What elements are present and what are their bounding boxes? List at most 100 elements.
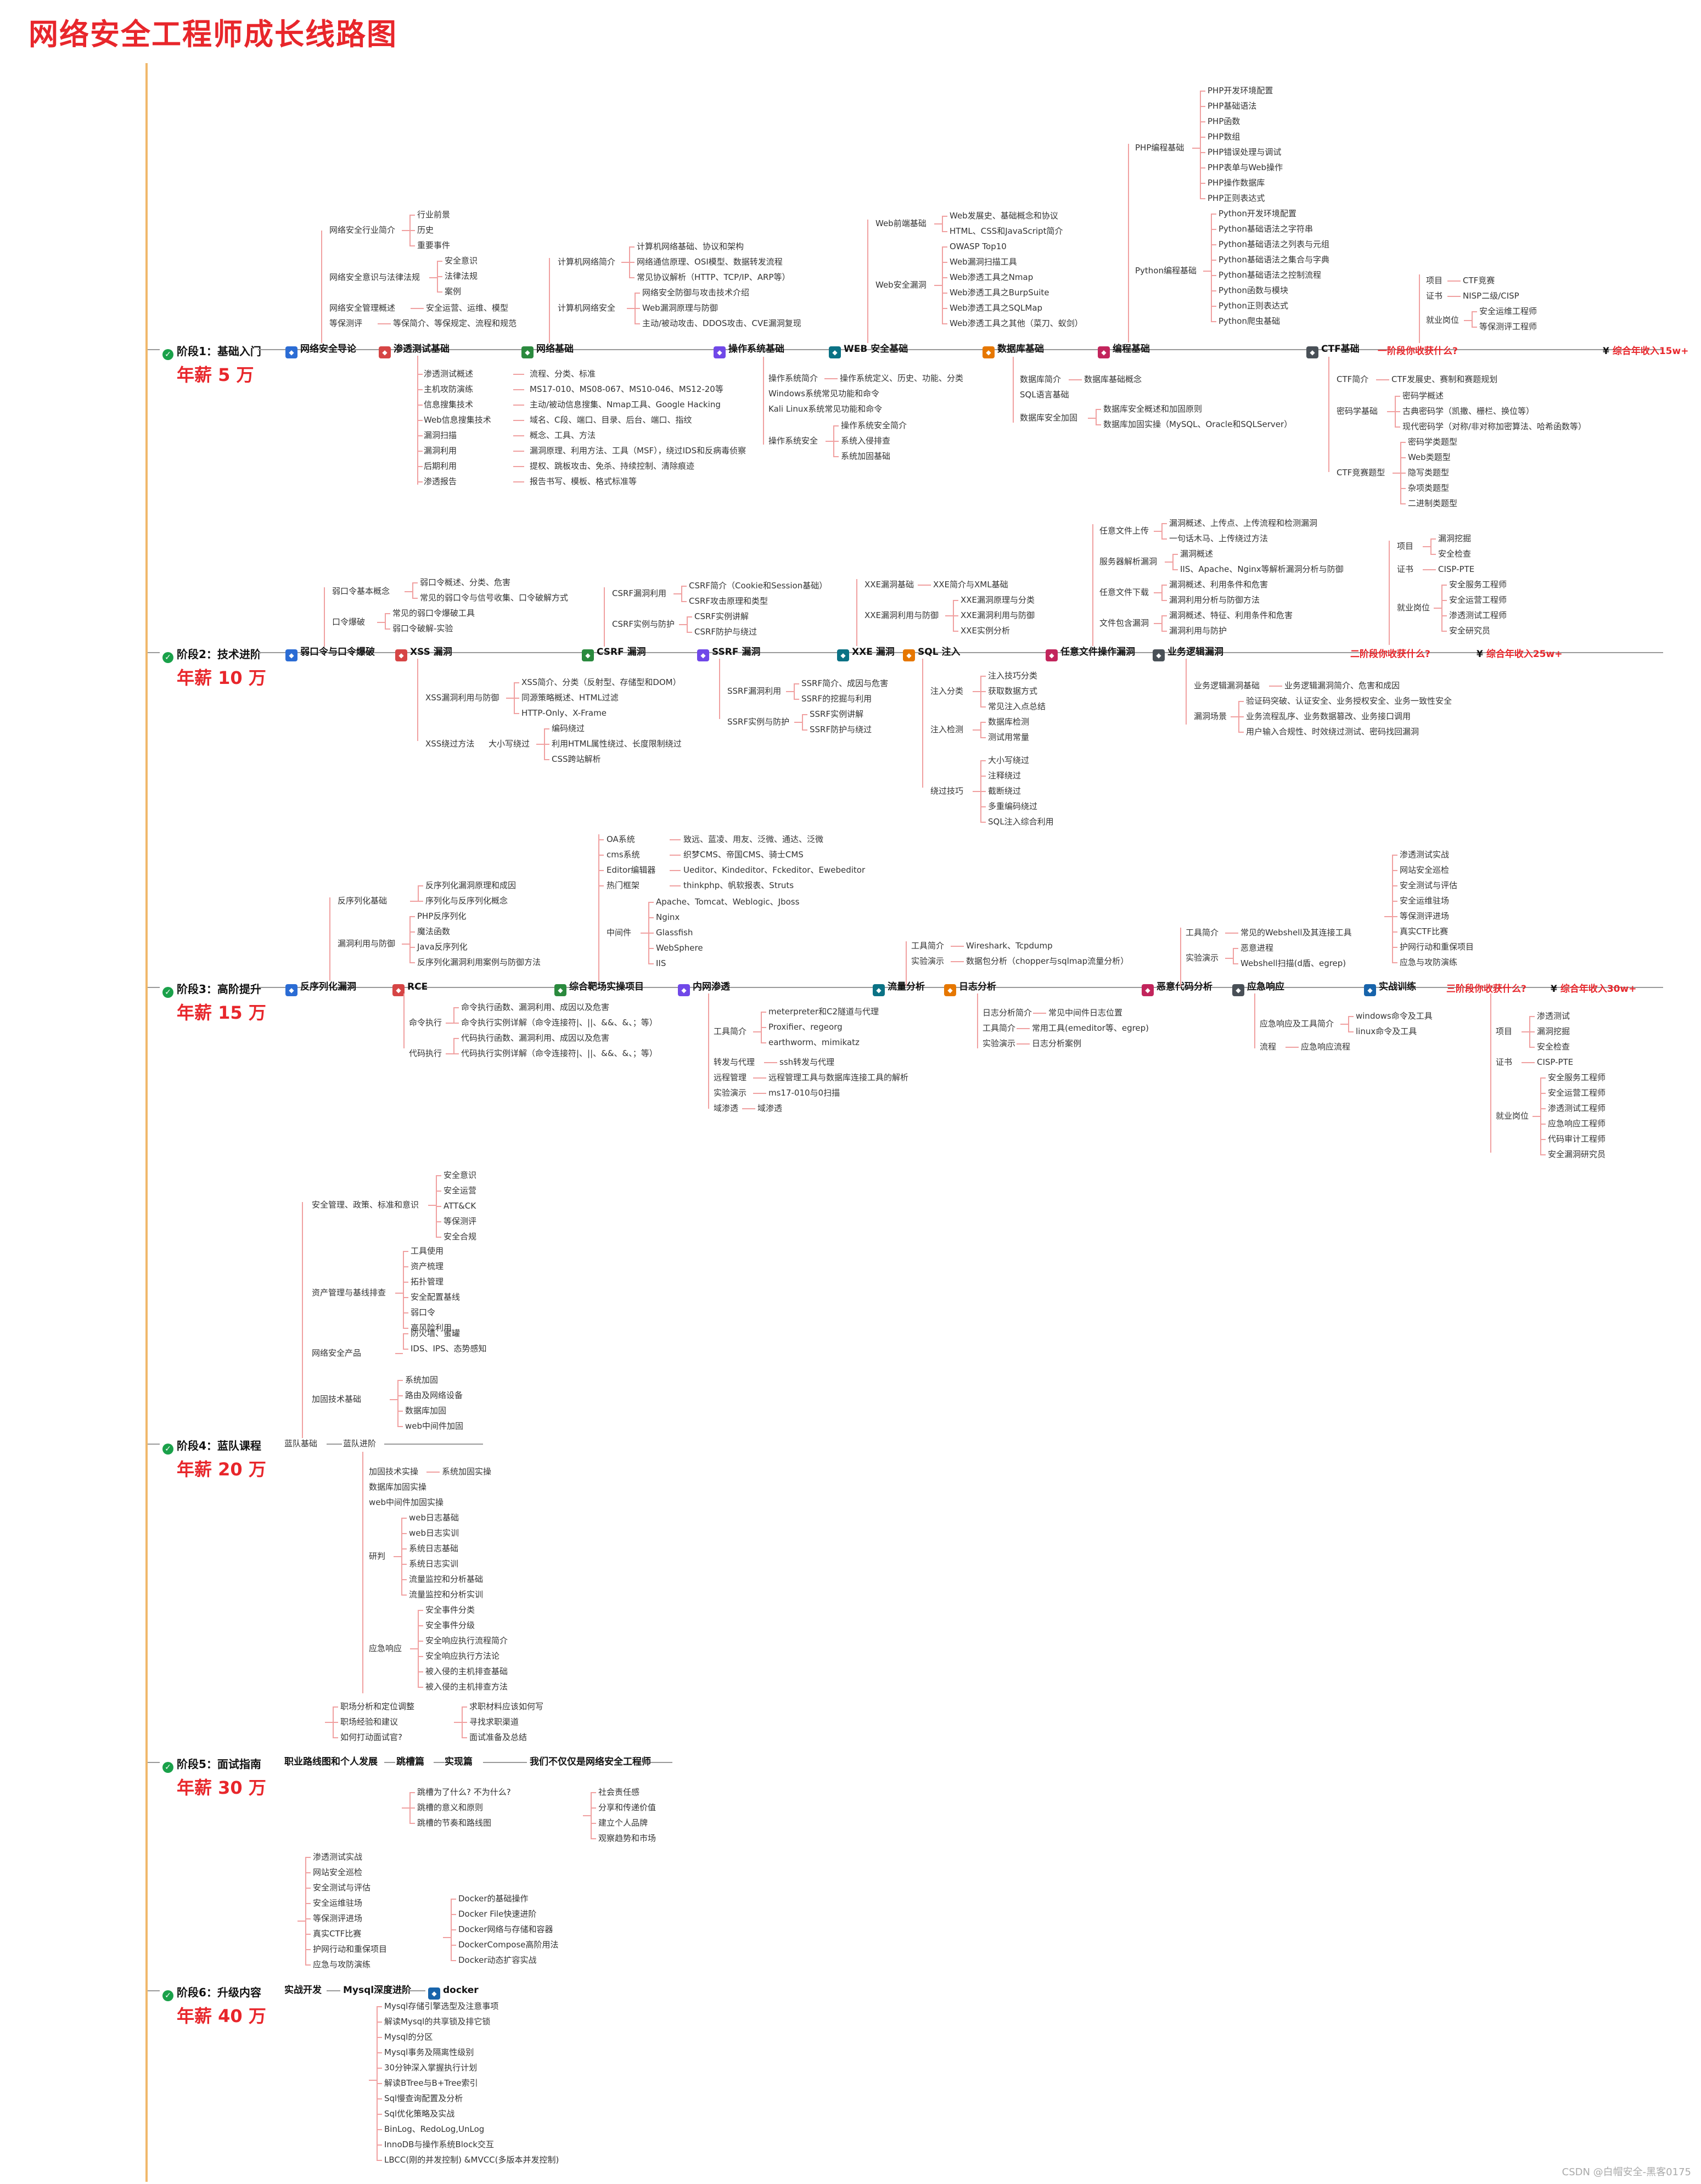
- leaf-item: 弱口令概述、分类、危害: [420, 577, 511, 587]
- connector: [377, 2098, 382, 2099]
- leaf-item: 应急响应流程: [1301, 1042, 1351, 1052]
- connector: [409, 916, 415, 917]
- module-icon: ◆: [392, 984, 405, 996]
- leaf-item: 编码绕过: [552, 723, 585, 733]
- branch-label: 实验演示: [714, 1088, 747, 1098]
- leaf-item: 信息搜集技术: [424, 400, 474, 409]
- leaf-item: XXE漏洞原理与分类: [961, 595, 1035, 605]
- connector: [681, 586, 687, 587]
- leaf-item: 反序列化漏洞利用案例与防御方法: [417, 957, 541, 967]
- connector: [621, 262, 629, 263]
- connector: [148, 1762, 160, 1763]
- connector: [761, 1093, 766, 1094]
- connector: [598, 870, 604, 871]
- branch-label: 加固技术实操: [369, 1467, 419, 1476]
- connector: [1200, 91, 1201, 199]
- connector: [1269, 686, 1277, 687]
- connector: [418, 885, 423, 886]
- connector: [417, 481, 423, 482]
- connector: [1096, 424, 1101, 425]
- connector: [1447, 280, 1455, 282]
- leaf-item: Web漏洞原理与防御: [642, 303, 718, 313]
- connector: [1392, 901, 1397, 902]
- connector: [434, 1472, 440, 1473]
- branch-label: CTF简介: [1337, 374, 1369, 384]
- leaf-item: linux命令及工具: [1356, 1026, 1417, 1036]
- connector: [1400, 457, 1406, 458]
- connector: [417, 451, 423, 452]
- connector: [1069, 379, 1076, 380]
- connector: [753, 1093, 761, 1094]
- connector: [403, 1333, 408, 1334]
- connector: [742, 1108, 750, 1109]
- leaf-item: XSS简介、分类（反射型、存储型和DOM）: [521, 677, 681, 687]
- branch-label: PHP编程基础: [1135, 143, 1184, 153]
- leaf-item: Nginx: [656, 912, 680, 922]
- connector: [446, 1023, 453, 1024]
- branch-label: 工具简介: [714, 1026, 747, 1036]
- leaf-item: 寻找求职渠道: [469, 1717, 519, 1727]
- dev-root: 实战开发: [284, 1985, 322, 1996]
- connector: [1211, 229, 1216, 230]
- leaf-item: PHP表单与Web操作: [1208, 162, 1283, 172]
- module-2: ◆ 综合靶场实操项目: [554, 981, 644, 996]
- connector: [1231, 716, 1238, 717]
- leaf-item: thinkphp、帆软报表、Struts: [683, 880, 794, 890]
- leaf-item: 安全响应执行方法论: [425, 1651, 500, 1661]
- connector: [1472, 311, 1473, 328]
- connector: [1211, 244, 1216, 245]
- module-8: ◆ 实战训练: [1364, 981, 1416, 996]
- leaf-item: 常用工具(emeditor等、egrep): [1032, 1023, 1149, 1033]
- connector: [824, 378, 832, 379]
- connector: [1024, 1043, 1030, 1045]
- leaf-item: Sql慢查询配置及分析: [384, 2093, 463, 2103]
- connector: [1161, 615, 1163, 632]
- connector: [1211, 260, 1216, 261]
- leaf-item: 职场经验和建议: [340, 1717, 398, 1727]
- leaf-item: 漏洞利用分析与防御方法: [1169, 595, 1260, 605]
- salary-2: 年薪 10 万: [177, 667, 266, 688]
- connector: [764, 1062, 772, 1063]
- leaf-item: 安全事件分类: [425, 1605, 475, 1615]
- connector: [409, 230, 415, 231]
- leaf-item: XXE简介与XML基础: [933, 580, 1008, 589]
- connector: [514, 698, 519, 699]
- connector: [403, 1282, 408, 1283]
- module-icon: ◆: [582, 649, 594, 661]
- leaf-item: 网络通信原理、OSI模型、数据转发流程: [637, 257, 783, 267]
- leaf-item: 等保测评进场: [313, 1913, 363, 1923]
- leaf-item: 漏洞概述: [1180, 549, 1214, 559]
- module-icon: ◆: [285, 984, 297, 996]
- branch-label: 证书: [1496, 1057, 1513, 1067]
- leaf-item: 主动/被动信息搜集、Nmap工具、Google Hacking: [530, 400, 721, 409]
- branch-label: 应急响应及工具简介: [1260, 1019, 1334, 1029]
- module-4: ◆ WEB 安全基础: [829, 343, 908, 358]
- connector: [945, 615, 953, 616]
- connector: [687, 632, 692, 633]
- connector: [1180, 928, 1181, 987]
- connector: [794, 683, 795, 700]
- connector: [648, 917, 654, 918]
- connector: [1233, 963, 1238, 964]
- connector: [1532, 1116, 1540, 1117]
- connector: [377, 2006, 382, 2007]
- branch-label: 命令执行: [409, 1018, 442, 1028]
- connector: [436, 1175, 441, 1176]
- leaf-item: 分享和传递价值: [598, 1803, 656, 1812]
- branch-label: 任意文件上传: [1099, 526, 1149, 536]
- leaf-item: 如何打动面试官?: [340, 1732, 402, 1742]
- leaf-item: Web信息搜集技术: [424, 415, 491, 425]
- connector: [417, 389, 423, 390]
- connector: [436, 1221, 441, 1222]
- branch-label: 资产管理与基线排查: [312, 1288, 386, 1298]
- branch-label: 域渗透: [714, 1103, 739, 1113]
- connector: [953, 615, 958, 616]
- connector: [513, 435, 524, 436]
- connector: [673, 593, 681, 594]
- connector: [513, 420, 524, 421]
- branch-label: CTF竞赛题型: [1337, 468, 1385, 478]
- connector: [1522, 1031, 1529, 1032]
- leaf-item: 法律法规: [445, 271, 478, 281]
- page-title: 网络安全工程师成长线路图: [29, 17, 397, 52]
- leaf-item: 案例: [445, 287, 462, 296]
